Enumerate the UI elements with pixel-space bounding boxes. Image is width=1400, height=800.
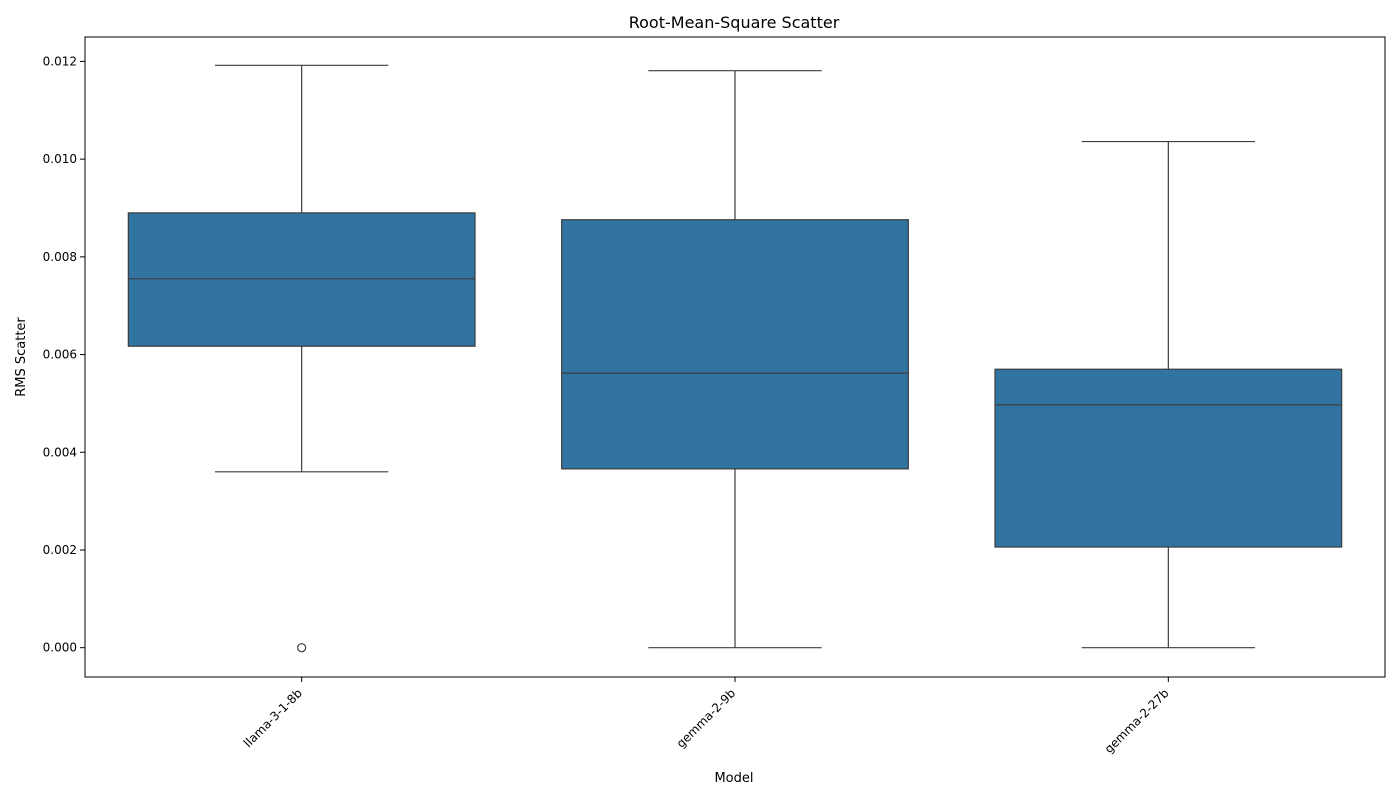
box-group-gemma-2-27b — [995, 142, 1342, 648]
box-iqr — [562, 220, 909, 469]
x-axis: llama-3-1-8b gemma-2-9b gemma-2-27b — [241, 677, 1172, 756]
box-iqr — [128, 213, 475, 346]
y-axis: 0.000 0.002 0.004 0.006 0.008 0.010 0.012 — [43, 54, 85, 654]
y-tick-label: 0.006 — [43, 348, 77, 362]
y-tick-label: 0.004 — [43, 445, 77, 459]
x-axis-label: Model — [714, 771, 753, 786]
y-tick-label: 0.010 — [43, 152, 77, 166]
y-axis-label: RMS Scatter — [14, 317, 29, 397]
chart-title: Root-Mean-Square Scatter — [629, 13, 840, 32]
y-tick-label: 0.000 — [43, 641, 77, 655]
box-iqr — [995, 369, 1342, 547]
x-tick-label: llama-3-1-8b — [241, 686, 305, 750]
outlier-point — [298, 644, 306, 652]
y-tick-label: 0.002 — [43, 543, 77, 557]
box-group-llama-3-1-8b — [128, 65, 475, 651]
x-tick-label: gemma-2-9b — [674, 686, 739, 751]
y-tick-label: 0.008 — [43, 250, 77, 264]
box-group-gemma-2-9b — [562, 71, 909, 648]
x-tick-label: gemma-2-27b — [1102, 686, 1172, 756]
y-tick-label: 0.012 — [43, 54, 77, 68]
plot-area-group — [128, 65, 1341, 651]
